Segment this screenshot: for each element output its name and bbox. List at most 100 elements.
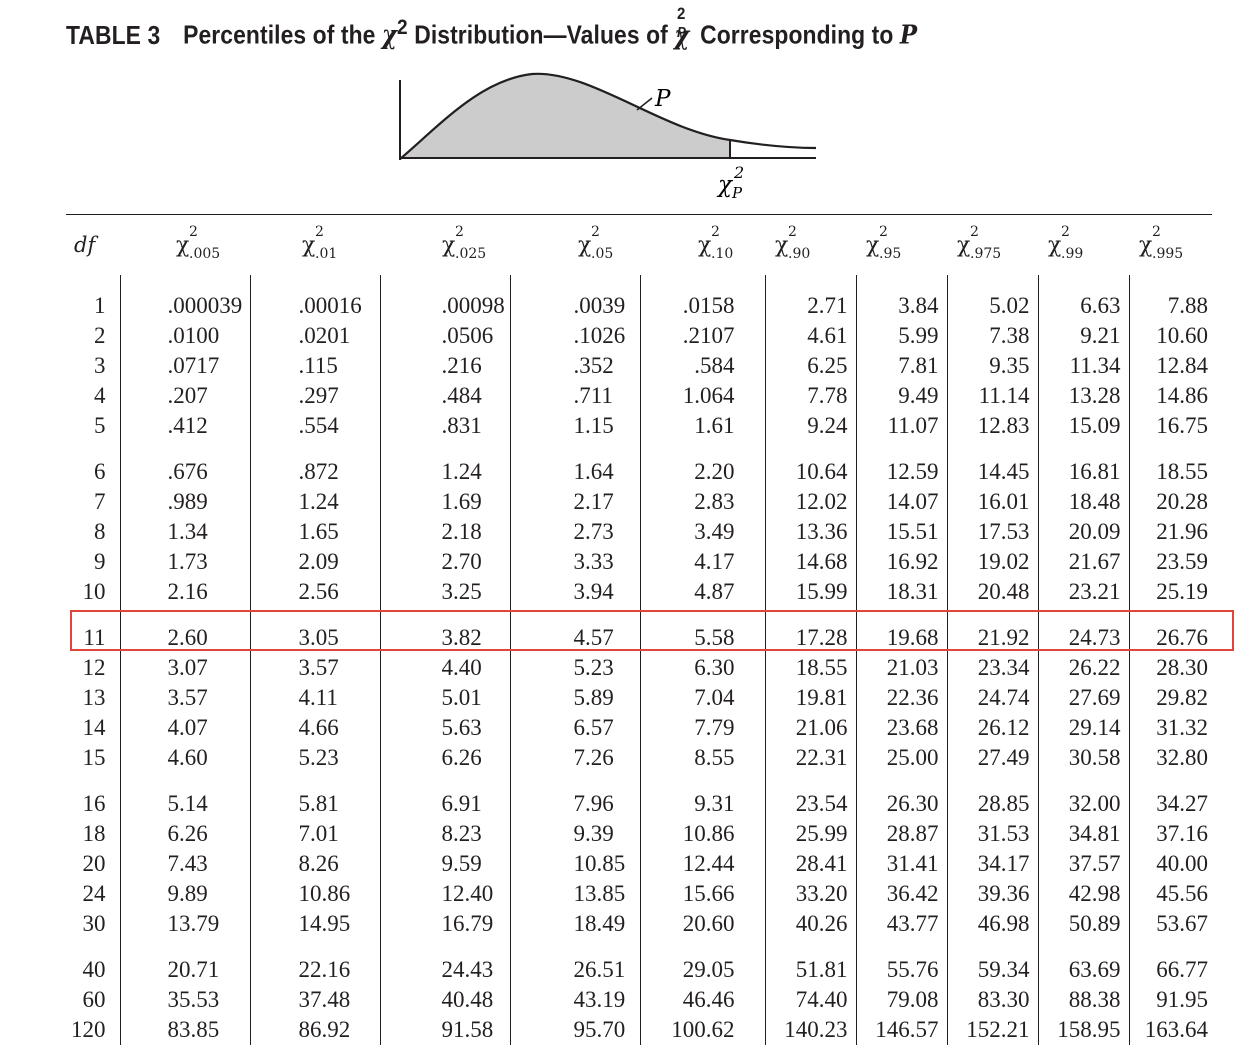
value-cell: 43.19: [510, 985, 641, 1015]
value-cell: 53.67: [1156, 911, 1208, 936]
value-cell: 4.11: [250, 683, 381, 713]
table-row: 2.0100.0201.0506.1026.2107 4.61 5.99 7.38 9.…: [66, 321, 1212, 351]
chi-symbol: χ: [381, 20, 398, 51]
distribution-figure: P χ 2 P: [399, 72, 817, 202]
value-cell: 13.28: [1038, 381, 1130, 411]
value-cell: 17.53: [947, 517, 1039, 547]
df-cell: 14: [66, 713, 121, 743]
value-cell: 7.43: [120, 849, 251, 879]
value-cell: 4.61: [765, 321, 857, 351]
chi-square-table: df χ 2.005 χ 2.01 χ 2.025 χ 2.05 χ 2.10 χ 2.90 χ 2.95…: [66, 214, 1212, 1045]
value-cell: 2.73: [510, 517, 641, 547]
value-cell: 3.94: [510, 577, 641, 607]
value-cell: 7.78: [765, 381, 857, 411]
value-cell: 27.49: [947, 743, 1039, 773]
value-cell: 40.48: [380, 985, 511, 1015]
value-cell: 11.34: [1038, 351, 1130, 381]
value-cell: 25.99: [765, 819, 857, 849]
column-header: χ 2.05: [510, 214, 640, 275]
value-cell: 37.48: [250, 985, 381, 1015]
column-header: χ 2.005: [120, 214, 250, 275]
value-cell: 31.32: [1156, 715, 1208, 740]
value-cell: 5.81: [250, 773, 381, 819]
column-header: χ 2.995: [1129, 214, 1212, 275]
value-cell: 15.51: [856, 517, 948, 547]
value-cell: 9.49: [856, 381, 948, 411]
value-cell: 12.83: [947, 411, 1039, 441]
value-cell: .0158: [640, 275, 766, 321]
value-cell: 15.66: [640, 879, 766, 909]
title-text-post: Corresponding to: [700, 19, 894, 50]
value-cell: 100.62: [640, 1015, 766, 1045]
value-cell: 40.26: [765, 909, 857, 939]
value-cell: .0506: [380, 321, 511, 351]
value-cell: 25.19: [1156, 579, 1208, 604]
value-cell: 18.31: [856, 577, 948, 607]
value-cell: 15.99: [765, 577, 857, 607]
df-cell: 120: [66, 1015, 121, 1045]
value-cell: 1.34: [120, 517, 251, 547]
value-cell: 2.18: [380, 517, 511, 547]
chi-axis-sub: P: [731, 184, 743, 202]
table-row: 20 7.43 8.26 9.59 10.85 12.44 28.41 31.41 34.17 3…: [66, 849, 1212, 879]
value-cell: 33.20: [765, 879, 857, 909]
highlighted-row-box: [70, 610, 1234, 651]
value-cell: 28.30: [1156, 655, 1208, 680]
value-cell: 86.92: [250, 1015, 381, 1045]
table-row: 12 3.07 3.57 4.40 5.23 6.30 18.55 21.03 23.34 26.…: [66, 653, 1212, 683]
value-cell: 19.02: [947, 547, 1039, 577]
df-cell: 6: [66, 441, 121, 487]
df-cell: 1: [66, 275, 121, 321]
column-header: χ 2.95: [856, 214, 947, 275]
value-cell: .484: [380, 381, 511, 411]
column-header: χ 2.90: [765, 214, 856, 275]
value-cell: 7.81: [856, 351, 948, 381]
value-cell: 1.15: [510, 411, 641, 441]
value-cell: 3.33: [510, 547, 641, 577]
df-cell: 12: [66, 653, 121, 683]
value-cell: 5.01: [380, 683, 511, 713]
value-cell: 23.59: [1156, 549, 1208, 574]
table-row: 7.989 1.24 1.69 2.17 2.83 12.02 14.07 16.01 18.4…: [66, 487, 1212, 517]
value-cell: 3.07: [120, 653, 251, 683]
value-cell: 5.99: [856, 321, 948, 351]
value-cell: 2.56: [250, 577, 381, 607]
column-header: χ 2.99: [1038, 214, 1129, 275]
value-cell: 29.05: [640, 939, 766, 985]
value-cell: 83.85: [120, 1015, 251, 1045]
value-cell: 16.92: [856, 547, 948, 577]
value-cell: 19.81: [765, 683, 857, 713]
value-cell: 5.14: [120, 773, 251, 819]
column-header: χ 2.025: [380, 214, 510, 275]
df-cell: 9: [66, 547, 121, 577]
value-cell: .352: [510, 351, 641, 381]
value-cell: 31.53: [947, 819, 1039, 849]
value-cell: 6.91: [380, 773, 511, 819]
value-cell: 29.14: [1038, 713, 1130, 743]
df-cell: 16: [66, 773, 121, 819]
value-cell: 32.80: [1156, 745, 1208, 770]
value-cell: 32.00: [1038, 773, 1130, 819]
value-cell: 79.08: [856, 985, 948, 1015]
value-cell: 51.81: [765, 939, 857, 985]
value-cell: .989: [120, 487, 251, 517]
value-cell: 2.17: [510, 487, 641, 517]
df-cell: 3: [66, 351, 121, 381]
value-cell: 5.23: [510, 653, 641, 683]
value-cell: 5.58: [640, 607, 766, 653]
value-cell: 14.95: [250, 909, 381, 939]
df-cell: 60: [66, 985, 121, 1015]
table-row: 13 3.57 4.11 5.01 5.89 7.04 19.81 22.36 24.74 27.…: [66, 683, 1212, 713]
value-cell: .872: [250, 441, 381, 487]
value-cell: 6.25: [765, 351, 857, 381]
value-cell: 2.20: [640, 441, 766, 487]
value-cell: 5.63: [380, 713, 511, 743]
table-row: 3.0717.115.216.352.584 6.25 7.81 9.35 11.34 1…: [66, 351, 1212, 381]
value-cell: 3.82: [380, 607, 511, 653]
table-row: 14 4.07 4.66 5.63 6.57 7.79 21.06 23.68 26.12 29.…: [66, 713, 1212, 743]
table-row: 9 1.73 2.09 2.70 3.33 4.17 14.68 16.92 19.02 21.6…: [66, 547, 1212, 577]
value-cell: 163.64: [1144, 1017, 1208, 1042]
value-cell: 24.74: [947, 683, 1039, 713]
value-cell: 59.34: [947, 939, 1039, 985]
shaded-area: [400, 73, 730, 159]
